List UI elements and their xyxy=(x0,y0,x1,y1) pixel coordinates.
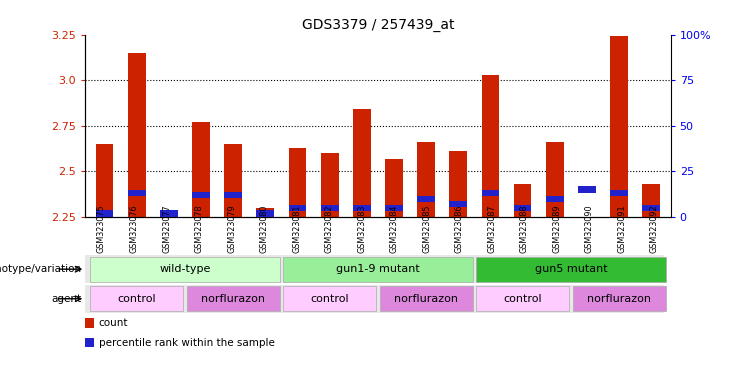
Bar xyxy=(192,122,210,217)
Bar xyxy=(476,257,665,281)
Bar xyxy=(578,186,596,193)
Bar xyxy=(642,184,660,217)
Text: GSM323081: GSM323081 xyxy=(292,205,301,253)
Bar xyxy=(283,286,376,311)
Bar xyxy=(450,201,467,207)
Bar xyxy=(96,210,113,217)
Text: gun5 mutant: gun5 mutant xyxy=(534,264,607,274)
Bar xyxy=(417,142,435,217)
Text: GSM323085: GSM323085 xyxy=(422,205,431,253)
Bar xyxy=(546,142,564,217)
Bar xyxy=(90,286,183,311)
Text: agent: agent xyxy=(51,294,82,304)
Bar xyxy=(385,159,403,217)
Bar xyxy=(321,205,339,211)
Text: norflurazon: norflurazon xyxy=(587,294,651,304)
Bar xyxy=(96,144,113,217)
Bar xyxy=(256,210,274,217)
Bar xyxy=(225,192,242,198)
Bar xyxy=(90,257,280,281)
Text: GSM323077: GSM323077 xyxy=(162,205,171,253)
Bar xyxy=(225,144,242,217)
Bar xyxy=(611,190,628,197)
Text: GSM323090: GSM323090 xyxy=(585,205,594,253)
Text: percentile rank within the sample: percentile rank within the sample xyxy=(99,338,274,348)
Bar xyxy=(642,205,660,211)
Text: GSM323091: GSM323091 xyxy=(617,205,626,253)
Bar xyxy=(514,205,531,211)
Text: gun1-9 mutant: gun1-9 mutant xyxy=(336,264,420,274)
Bar xyxy=(160,210,178,217)
Text: GSM323079: GSM323079 xyxy=(227,205,236,253)
Bar xyxy=(379,286,473,311)
Text: GSM323092: GSM323092 xyxy=(650,205,659,253)
Bar xyxy=(283,257,473,281)
Text: GSM323076: GSM323076 xyxy=(130,205,139,253)
Text: GSM323078: GSM323078 xyxy=(195,205,204,253)
Bar xyxy=(482,75,499,217)
Bar xyxy=(128,190,145,197)
Bar xyxy=(192,192,210,198)
Text: GSM323084: GSM323084 xyxy=(390,205,399,253)
Bar xyxy=(256,208,274,217)
Bar xyxy=(187,286,280,311)
Text: norflurazon: norflurazon xyxy=(394,294,458,304)
Title: GDS3379 / 257439_at: GDS3379 / 257439_at xyxy=(302,18,454,32)
Bar xyxy=(128,53,145,217)
Bar xyxy=(289,205,306,211)
Text: wild-type: wild-type xyxy=(159,264,210,274)
Text: GSM323089: GSM323089 xyxy=(552,205,561,253)
Bar xyxy=(321,153,339,217)
Bar xyxy=(514,184,531,217)
Text: genotype/variation: genotype/variation xyxy=(0,264,82,274)
Bar xyxy=(353,109,370,217)
Bar xyxy=(353,205,370,211)
Bar xyxy=(546,195,564,202)
Bar xyxy=(289,148,306,217)
Text: GSM323083: GSM323083 xyxy=(357,205,366,253)
Text: norflurazon: norflurazon xyxy=(201,294,265,304)
Bar xyxy=(385,205,403,211)
Bar xyxy=(476,286,569,311)
Bar xyxy=(482,190,499,197)
Text: GSM323088: GSM323088 xyxy=(519,205,529,253)
Text: GSM323086: GSM323086 xyxy=(455,205,464,253)
Text: control: control xyxy=(503,294,542,304)
Bar xyxy=(450,151,467,217)
Bar xyxy=(417,195,435,202)
Text: GSM323075: GSM323075 xyxy=(97,205,106,253)
Bar xyxy=(160,214,178,217)
Text: control: control xyxy=(310,294,349,304)
Text: count: count xyxy=(99,318,128,328)
Text: GSM323087: GSM323087 xyxy=(488,205,496,253)
Bar xyxy=(611,36,628,217)
Text: GSM323082: GSM323082 xyxy=(325,205,333,253)
Text: GSM323080: GSM323080 xyxy=(259,205,268,253)
Text: control: control xyxy=(117,294,156,304)
Bar xyxy=(573,286,665,311)
